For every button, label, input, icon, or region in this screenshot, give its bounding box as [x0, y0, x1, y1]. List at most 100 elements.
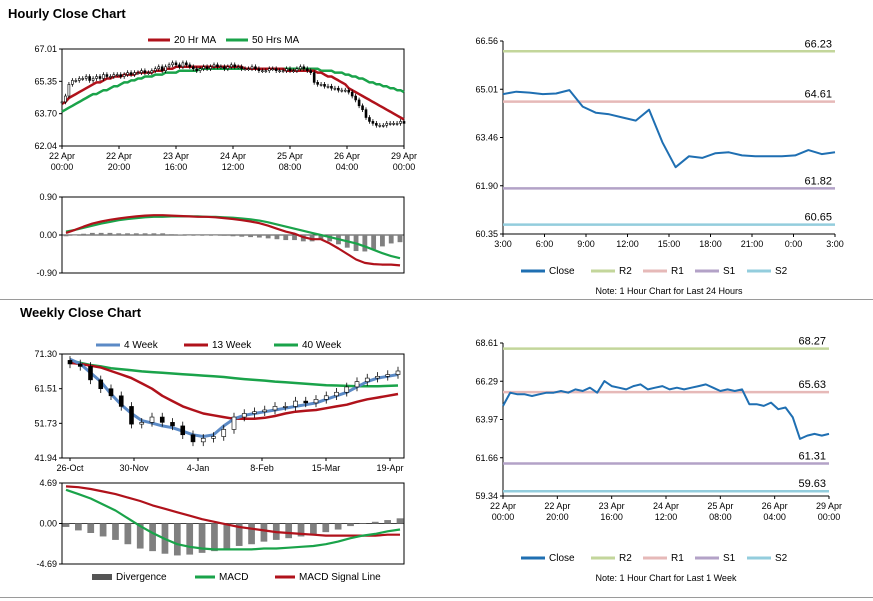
weekly-candle-body: [118, 395, 124, 407]
weekly-macd-divergence-bar: [334, 523, 342, 530]
hourly-candle-body: [216, 64, 219, 68]
weekly-candle-body: [149, 416, 155, 423]
hourly-candle-body: [337, 87, 340, 91]
hourly-candle-body: [91, 78, 95, 81]
hourly-candle-body: [205, 66, 209, 70]
hourly-candle-body: [84, 76, 88, 79]
weekly-macd-divergence-bar: [359, 523, 367, 524]
hourly-macd-divergence-bar: [195, 235, 201, 236]
section-divider: [0, 299, 873, 300]
weekly-candle-body: [313, 399, 319, 404]
weekly-macd-divergence-bar: [75, 523, 82, 531]
weekly-macd-legend-swatch: [92, 574, 112, 580]
weekly-macd-divergence-bar: [136, 523, 144, 549]
weekly-candle-body: [77, 363, 83, 367]
weekly-candle-body: [323, 395, 329, 400]
hourly-candle-body: [77, 78, 81, 81]
hourly-candle-body: [226, 66, 230, 70]
hourly-candle-body: [88, 76, 91, 81]
hourly-candle-body: [357, 99, 361, 107]
hourly-candle-body: [133, 72, 136, 75]
weekly-price-legend-label: 40 Week: [302, 340, 342, 351]
weekly-macd-divergence-bar: [371, 521, 379, 524]
hourly-candle-body: [240, 66, 243, 70]
hourly-candle-body: [178, 64, 181, 68]
hourly-candle-body: [312, 72, 316, 83]
hourly-pivot-legend-label: R1: [671, 266, 684, 277]
hourly-candle-body: [368, 117, 371, 122]
hourly-price-xtick-label: 00:00: [51, 162, 74, 172]
hourly-price-xtick-label: 23 Apr: [163, 151, 189, 161]
weekly-pivot-xtick-label: 08:00: [709, 512, 732, 522]
weekly-candle-body: [98, 379, 104, 390]
hourly-candle-body: [112, 74, 116, 77]
weekly-price-ytick-label: 51.73: [34, 418, 57, 428]
hourly-candle-body: [385, 123, 389, 126]
hourly-candle-body: [250, 66, 254, 70]
hourly-candle-body: [274, 68, 278, 71]
hourly-pivot-xtick-label: 9:00: [577, 239, 595, 249]
hourly-candle-body: [115, 74, 119, 76]
hourly-candle-body: [153, 68, 157, 71]
hourly-candle-body: [81, 78, 85, 80]
weekly-pivot-xtick-label: 22 Apr: [544, 501, 570, 511]
hourly-candle-body: [261, 70, 264, 72]
hourly-pivot-legend-label: S1: [723, 266, 736, 277]
weekly-pivot-legend-label: Close: [549, 553, 575, 564]
hourly-candle-body: [74, 80, 78, 82]
hourly-price-xtick-label: 04:00: [336, 162, 359, 172]
weekly-macd-divergence-bar: [62, 523, 70, 527]
weekly-candle-body: [88, 366, 93, 381]
weekly-pivot-note: Note: 1 Hour Chart for Last 1 Week: [596, 573, 737, 583]
hourly-candle-body: [202, 66, 205, 70]
weekly-price-legend-label: 13 Week: [212, 340, 252, 351]
hourly-macd-ytick-label: 0.00: [39, 230, 57, 240]
hourly-pivot-s2-level-label: 60.65: [804, 212, 832, 224]
hourly-candle-body: [122, 74, 126, 77]
hourly-macd-divergence-bar: [397, 235, 403, 243]
hourly-price-legend-label: 50 Hrs MA: [252, 35, 300, 46]
weekly-macd-divergence-bar: [248, 523, 255, 545]
hourly-pivot-ytick-label: 61.90: [475, 181, 498, 191]
weekly-candle-body: [200, 438, 206, 443]
hourly-candle-body: [264, 70, 268, 72]
hourly-macd-divergence-bar: [177, 234, 183, 236]
weekly-pivot-ytick-label: 63.97: [475, 415, 498, 425]
weekly-macd-divergence-bar: [285, 523, 293, 539]
weekly-price-ytick-label: 71.30: [34, 349, 57, 359]
hourly-candle-body: [147, 72, 150, 74]
weekly-pivot-xtick-label: 26 Apr: [762, 501, 788, 511]
weekly-pivot-close-line: [502, 380, 830, 440]
hourly-candle-body: [236, 66, 240, 69]
weekly-macd-divergence-bar: [112, 523, 119, 540]
hourly-candle-body: [157, 66, 161, 70]
weekly-macd-divergence-bar: [347, 523, 354, 527]
weekly-macd-ytick-label: -4.69: [36, 559, 57, 569]
weekly-candle-body: [385, 374, 391, 377]
hourly-candle-body: [316, 82, 319, 85]
weekly-macd-divergence-bar: [235, 523, 243, 546]
hourly-candle-body: [326, 85, 330, 88]
weekly-pivot-legend-label: S2: [775, 553, 788, 564]
hourly-candle-body: [378, 125, 382, 127]
hourly-pivot-xtick-label: 0:00: [785, 239, 803, 249]
weekly-macd-divergence-bar: [310, 523, 317, 535]
hourly-macd-signal-line: [65, 215, 401, 260]
weekly-candle-body: [170, 422, 175, 427]
hourly-price-xtick-label: 29 Apr: [391, 151, 417, 161]
hourly-candle-body: [229, 64, 233, 68]
hourly-price-xtick-label: 08:00: [279, 162, 302, 172]
weekly-candle-body: [354, 381, 360, 388]
hourly-candle-body: [60, 101, 64, 104]
hourly-candle-body: [333, 87, 337, 90]
hourly-pivot-xtick-label: 18:00: [699, 239, 722, 249]
weekly-pivot-legend-label: S1: [723, 553, 736, 564]
weekly-macd-divergence-bar: [186, 523, 194, 555]
hourly-macd-divergence-bar: [169, 234, 174, 235]
hourly-pivot-s1-level-label: 61.82: [804, 175, 832, 187]
weekly-candle-body: [129, 406, 134, 425]
hourly-candle-body: [181, 62, 185, 68]
weekly-candle-body: [334, 391, 339, 397]
